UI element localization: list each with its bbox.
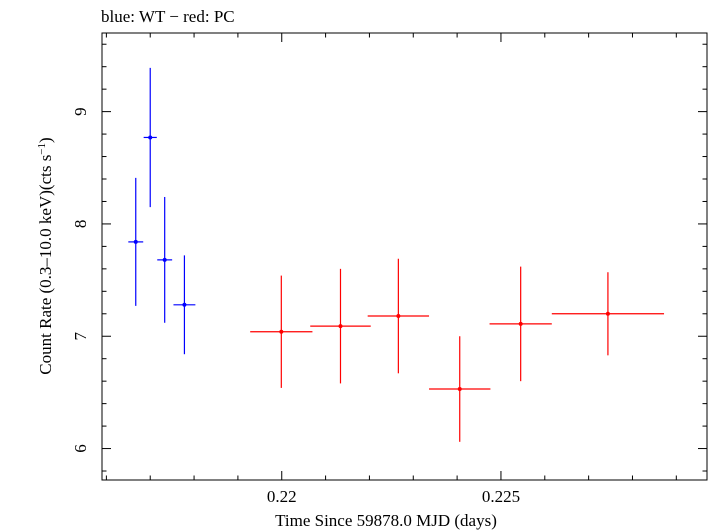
data-marker xyxy=(133,239,138,244)
series-pc xyxy=(250,258,665,442)
data-marker xyxy=(605,311,610,316)
data-points xyxy=(128,67,665,442)
y-tick-label: 9 xyxy=(71,107,90,116)
y-axis-label-main: Count Rate (0.3–10.0 keV)(cts s xyxy=(36,155,55,375)
axis-tick-labels: 0.22 0.225 6 7 8 9 xyxy=(71,107,520,506)
data-point-wt xyxy=(173,255,196,355)
data-marker xyxy=(396,314,401,319)
data-marker xyxy=(162,257,167,262)
x-tick-label: 0.225 xyxy=(482,487,520,506)
axis-ticks xyxy=(102,33,707,480)
data-point-pc xyxy=(489,266,552,382)
y-axis-label: Count Rate (0.3–10.0 keV)(cts s−1) xyxy=(36,137,55,374)
data-point-pc xyxy=(310,268,371,384)
y-tick-label: 7 xyxy=(71,331,90,340)
y-axis-label-end: ) xyxy=(36,137,55,143)
data-point-wt xyxy=(128,177,144,306)
data-marker xyxy=(457,387,462,392)
data-point-pc xyxy=(429,336,491,442)
data-marker xyxy=(182,302,187,307)
data-marker xyxy=(338,324,343,329)
data-point-pc xyxy=(551,272,665,356)
data-point-pc xyxy=(250,275,313,388)
y-tick-label: 8 xyxy=(71,220,90,229)
data-point-wt xyxy=(143,67,157,208)
data-marker xyxy=(518,321,523,326)
x-tick-label: 0.22 xyxy=(267,487,297,506)
series-wt xyxy=(128,67,196,355)
plot-frame xyxy=(101,32,708,481)
x-axis-label: Time Since 59878.0 MJD (days) xyxy=(275,511,497,530)
data-marker xyxy=(279,329,284,334)
y-tick-label: 6 xyxy=(71,444,90,453)
data-marker xyxy=(148,135,153,140)
data-point-wt xyxy=(157,196,173,323)
data-point-pc xyxy=(367,258,430,374)
chart-title: blue: WT − red: PC xyxy=(101,7,235,26)
y-axis-label-superscript: −1 xyxy=(36,143,48,155)
